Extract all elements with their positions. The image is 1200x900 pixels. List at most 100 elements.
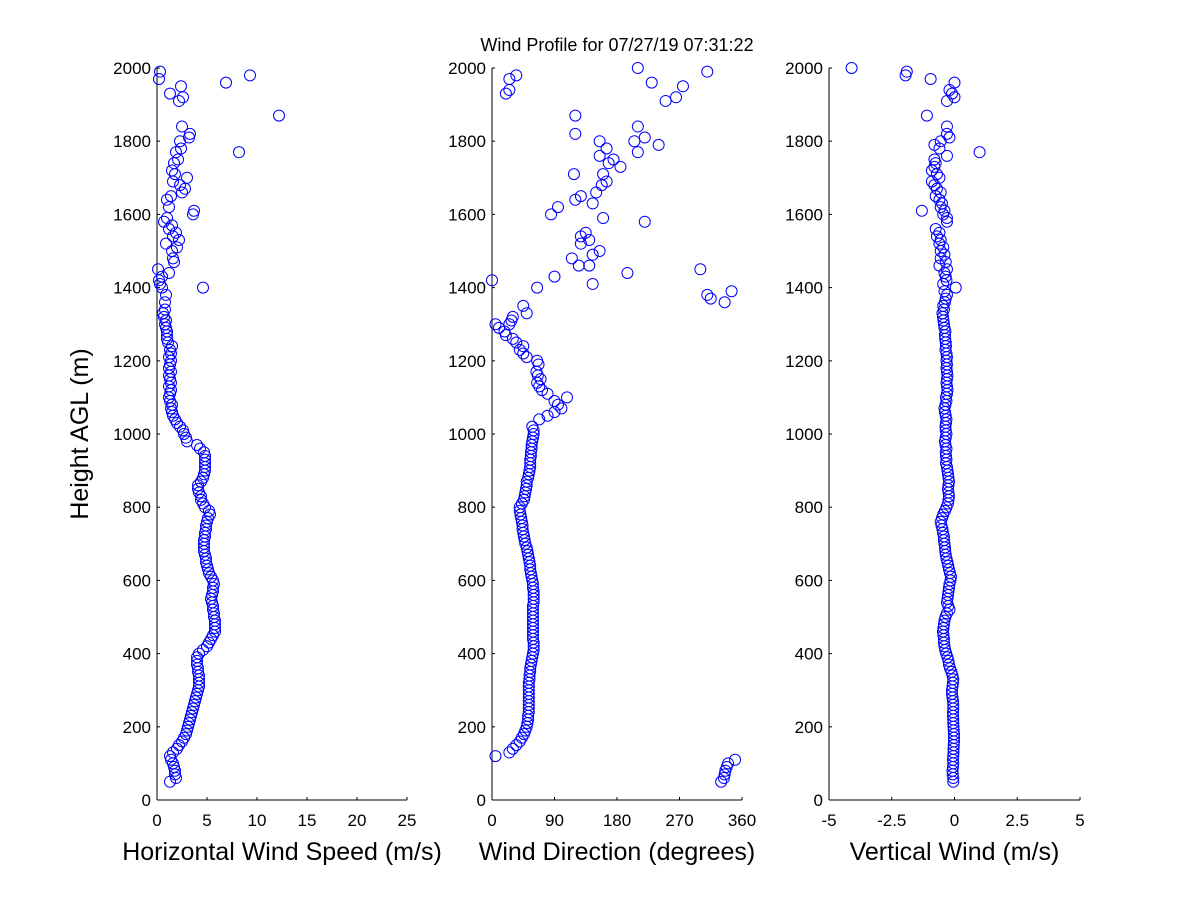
data-point (174, 179, 186, 192)
y-tick-label: 1200 (448, 352, 486, 371)
data-point (160, 288, 172, 301)
data-point (572, 259, 585, 272)
data-point (503, 72, 516, 85)
data-point (717, 772, 730, 785)
data-point (175, 142, 187, 155)
y-tick-label: 0 (477, 791, 486, 810)
figure-title: Wind Profile for 07/27/19 07:31:22 (480, 35, 753, 55)
data-point (506, 332, 519, 345)
data-point (924, 72, 937, 85)
y-tick-label: 200 (795, 718, 823, 737)
data-point (621, 266, 634, 279)
data-point (645, 76, 658, 89)
data-point (631, 62, 644, 74)
data-point (510, 69, 523, 82)
data-point (934, 186, 947, 199)
data-point (586, 248, 599, 261)
data-point (167, 252, 179, 265)
data-point (638, 215, 651, 228)
data-point (176, 186, 188, 199)
data-point (172, 153, 184, 166)
x-tick-label: 0 (152, 811, 161, 830)
data-point (551, 398, 564, 411)
y-tick-label: 0 (814, 791, 823, 810)
data-point (652, 138, 665, 151)
data-point (489, 750, 502, 763)
data-point (928, 138, 941, 151)
data-point (945, 87, 958, 100)
x-tick-label: 90 (545, 811, 564, 830)
data-point (188, 204, 200, 217)
data-point (506, 310, 519, 323)
data-point (725, 285, 738, 298)
data-point (937, 241, 950, 254)
data-point (701, 65, 714, 78)
data-point (694, 263, 707, 276)
data-point (492, 321, 505, 334)
data-point (565, 252, 578, 265)
data-point (701, 288, 714, 301)
y-tick-label: 2000 (113, 59, 151, 78)
data-point (152, 263, 164, 276)
data-point (676, 80, 689, 93)
data-point (517, 347, 530, 360)
data-point (517, 340, 530, 353)
x-axis-label: Horizontal Wind Speed (m/s) (122, 838, 442, 866)
data-point (943, 131, 956, 144)
data-point (569, 109, 582, 122)
data-point (933, 226, 946, 239)
data-point (718, 768, 731, 781)
data-point (489, 318, 502, 331)
data-point (167, 746, 179, 759)
data-point (593, 135, 606, 148)
y-axis-label: Height AGL (m) (66, 348, 94, 519)
data-point (506, 742, 519, 755)
y-tick-label: 2000 (448, 59, 486, 78)
data-point (548, 270, 561, 283)
y-tick-label: 2000 (785, 59, 823, 78)
y-tick-label: 600 (458, 571, 486, 590)
data-point (614, 160, 627, 173)
data-point (940, 215, 953, 228)
data-point (925, 164, 938, 177)
data-point (161, 193, 173, 206)
data-point (915, 204, 928, 217)
data-point (159, 296, 171, 309)
data-point (704, 292, 717, 305)
data-point (545, 208, 558, 221)
y-tick-label: 1600 (785, 205, 823, 224)
data-point (948, 76, 961, 89)
y-tick-label: 1400 (113, 279, 151, 298)
data-point (520, 307, 533, 320)
data-point (198, 446, 210, 459)
data-point (156, 270, 168, 283)
data-point (170, 226, 182, 239)
data-point (942, 658, 955, 671)
data-point (555, 402, 568, 415)
data-point (191, 654, 203, 667)
data-point (920, 109, 933, 122)
data-point (561, 391, 573, 404)
y-tick-label: 1800 (448, 132, 486, 151)
y-tick-label: 1000 (448, 425, 486, 444)
y-tick-label: 800 (458, 498, 486, 517)
data-point (171, 241, 183, 254)
data-point (177, 424, 189, 437)
data-point (503, 746, 516, 759)
data-point (934, 252, 947, 265)
x-tick-label: 360 (728, 811, 756, 830)
data-point (933, 193, 946, 206)
x-tick-label: -2.5 (877, 811, 906, 830)
data-point (513, 504, 526, 517)
y-tick-label: 200 (458, 718, 486, 737)
y-tick-label: 800 (123, 498, 151, 517)
data-point (510, 336, 523, 349)
x-axis-label: Wind Direction (degrees) (479, 838, 756, 866)
y-tick-label: 600 (795, 571, 823, 590)
data-point (273, 109, 285, 122)
y-tick-label: 1400 (448, 279, 486, 298)
data-point (233, 146, 245, 159)
data-point (593, 245, 606, 257)
data-point (579, 226, 592, 239)
